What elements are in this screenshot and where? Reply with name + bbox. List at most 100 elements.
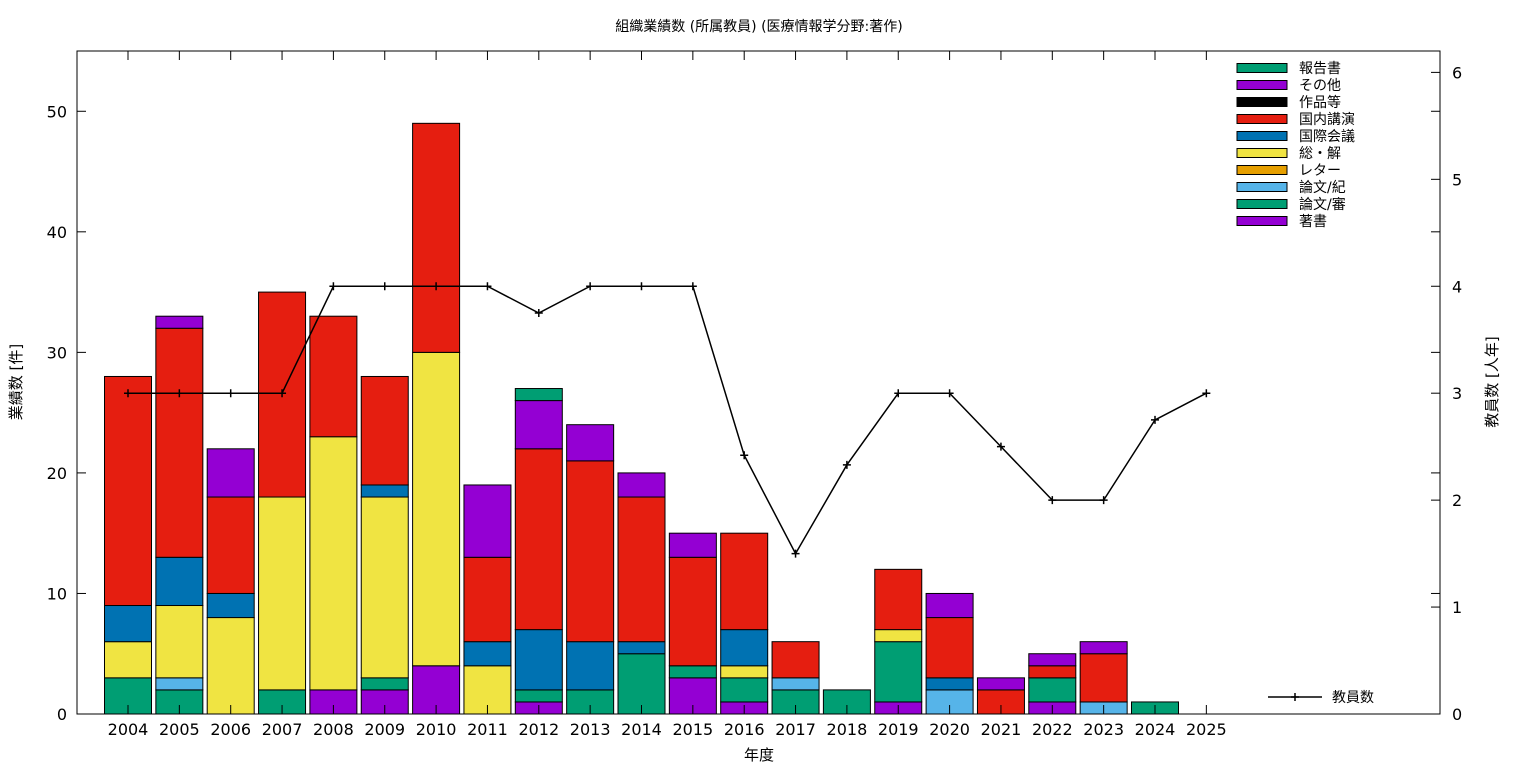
bar-segment bbox=[976, 677, 1025, 691]
y2-tick-label: 6 bbox=[1452, 63, 1462, 82]
bar-segment bbox=[309, 315, 358, 438]
bar-segment bbox=[668, 665, 717, 679]
bar-segment bbox=[309, 436, 358, 691]
line-layer bbox=[124, 282, 1211, 558]
bar-segment bbox=[104, 641, 152, 679]
bar-segment bbox=[720, 665, 769, 679]
bar-segment bbox=[617, 472, 666, 498]
bar-segment bbox=[720, 677, 769, 703]
line-point bbox=[483, 282, 492, 291]
line-legend-label: 教員数 bbox=[1332, 690, 1374, 706]
bar-segment bbox=[412, 351, 461, 667]
bar-segment bbox=[1028, 653, 1077, 667]
x-tick-label: 2016 bbox=[724, 720, 765, 739]
x-tick-label: 2022 bbox=[1032, 720, 1073, 739]
x-tick-label: 2007 bbox=[262, 720, 303, 739]
x-tick-label: 2020 bbox=[929, 720, 970, 739]
bar-segment bbox=[155, 315, 204, 329]
bar-segment bbox=[925, 617, 974, 679]
legend-label: 国内講演 bbox=[1299, 112, 1355, 128]
bar-segment bbox=[155, 677, 204, 691]
line-point bbox=[894, 389, 903, 398]
y2-axis-label: 教員数 [人年] bbox=[1483, 336, 1501, 427]
line-point bbox=[278, 389, 287, 398]
bar-segment bbox=[360, 496, 409, 679]
bar-segment bbox=[514, 629, 563, 691]
bar-segment bbox=[258, 496, 307, 691]
line-point bbox=[329, 282, 338, 291]
y-axis-label: 業績数 [件] bbox=[7, 344, 25, 420]
bar-segment bbox=[771, 677, 820, 691]
legend-swatch bbox=[1236, 148, 1288, 158]
legend-label: 論文/紀 bbox=[1299, 180, 1346, 196]
bar-segment bbox=[1079, 653, 1128, 703]
legend-label: 国際会議 bbox=[1299, 128, 1355, 145]
bar-segment bbox=[771, 641, 820, 679]
legend-label: レター bbox=[1299, 163, 1341, 179]
legend-swatch bbox=[1236, 97, 1288, 107]
bar-segment bbox=[874, 641, 923, 703]
y-tick-label: 10 bbox=[47, 584, 67, 603]
x-tick-label: 2005 bbox=[159, 720, 200, 739]
line-point bbox=[996, 442, 1005, 451]
line-legend-marker bbox=[1291, 693, 1299, 701]
legend-swatch bbox=[1236, 182, 1288, 192]
line-point bbox=[688, 282, 697, 291]
y-tick-label: 30 bbox=[47, 343, 67, 362]
bar-segment bbox=[514, 400, 563, 450]
legend-swatch bbox=[1236, 131, 1288, 141]
bar-segment bbox=[206, 448, 255, 498]
y2-tick-label: 4 bbox=[1452, 277, 1462, 296]
bar-segment bbox=[566, 424, 615, 462]
legend-label: その他 bbox=[1299, 78, 1341, 94]
x-axis-label: 年度 bbox=[744, 746, 774, 764]
line-point bbox=[945, 389, 954, 398]
bar-segment bbox=[720, 629, 769, 667]
y-tick-label: 40 bbox=[47, 223, 67, 242]
bar-segment bbox=[104, 605, 152, 643]
legend-swatch bbox=[1236, 80, 1288, 90]
bar-segment bbox=[566, 460, 615, 643]
bar-segment bbox=[617, 653, 666, 715]
legend-label: 総・解 bbox=[1299, 146, 1341, 162]
bar-segment bbox=[874, 568, 923, 631]
bar-segment bbox=[206, 592, 255, 619]
x-tick-label: 2004 bbox=[108, 720, 149, 739]
bar-segment bbox=[566, 641, 615, 691]
legend-swatch bbox=[1236, 199, 1288, 209]
x-axis: 2004 2005 2006 2007 2008 2009 2010 2011 2012 2013… bbox=[108, 51, 1227, 739]
bar-segment bbox=[360, 484, 409, 498]
bar-segment bbox=[925, 592, 974, 619]
legend-label: 論文/審 bbox=[1299, 197, 1346, 213]
y2-tick-label: 2 bbox=[1452, 491, 1462, 510]
y2-tick-label: 0 bbox=[1452, 705, 1462, 724]
line-point bbox=[637, 282, 646, 291]
line-series bbox=[128, 285, 1207, 556]
line-point bbox=[791, 549, 800, 558]
bar-segment bbox=[155, 605, 204, 679]
x-tick-label: 2012 bbox=[518, 720, 559, 739]
bar-segment bbox=[668, 532, 717, 558]
bar-segment bbox=[104, 375, 152, 607]
line-point bbox=[1202, 389, 1211, 398]
bar-segment bbox=[1028, 677, 1077, 703]
x-tick-label: 2017 bbox=[775, 720, 816, 739]
x-tick-label: 2014 bbox=[621, 720, 662, 739]
legend-label: 著書 bbox=[1299, 214, 1327, 230]
bar-segment bbox=[463, 641, 512, 667]
legend-label: 作品等 bbox=[1299, 94, 1341, 111]
bar-segment bbox=[463, 484, 512, 558]
line-legend: 教員数 bbox=[1268, 690, 1374, 706]
y-tick-label: 0 bbox=[57, 705, 67, 724]
y2-tick-label: 3 bbox=[1452, 384, 1462, 403]
x-tick-label: 2021 bbox=[981, 720, 1022, 739]
bar-segment bbox=[360, 677, 409, 691]
x-tick-label: 2015 bbox=[672, 720, 713, 739]
bar-segment bbox=[412, 122, 461, 353]
y2-tick-label: 5 bbox=[1452, 170, 1462, 189]
bar-segment bbox=[463, 556, 512, 643]
y-axis: 0 10 20 30 40 50 bbox=[47, 102, 1440, 724]
bar-segment bbox=[514, 448, 563, 631]
